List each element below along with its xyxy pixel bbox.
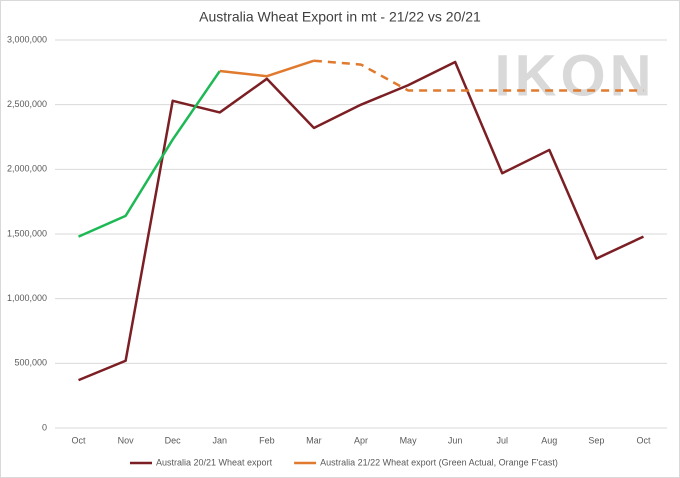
y-tick-label: 1,500,000	[7, 228, 47, 238]
x-tick-label: Nov	[118, 435, 135, 445]
x-tick-label: Feb	[259, 435, 275, 445]
y-tick-label: 2,500,000	[7, 99, 47, 109]
x-tick-label: Jan	[213, 435, 228, 445]
x-tick-label: Jun	[448, 435, 463, 445]
line-series	[78, 60, 644, 382]
line-series	[313, 59, 644, 92]
chart-title: Australia Wheat Export in mt - 21/22 vs …	[199, 9, 481, 25]
x-tick-label: Oct	[72, 435, 87, 445]
x-tick-label: Apr	[354, 435, 368, 445]
y-tick-label: 1,000,000	[7, 293, 47, 303]
watermark: IKON	[495, 43, 656, 108]
y-tick-label: 0	[42, 422, 47, 432]
x-tick-label: Jul	[496, 435, 508, 445]
y-tick-label: 2,000,000	[7, 164, 47, 174]
x-tick-label: Dec	[165, 435, 182, 445]
x-tick-label: Oct	[636, 435, 651, 445]
x-tick-label: May	[400, 435, 418, 445]
legend-label: Australia 21/22 Wheat export (Green Actu…	[320, 457, 558, 467]
x-tick-label: Sep	[588, 435, 604, 445]
x-tick-label: Aug	[541, 435, 557, 445]
y-tick-label: 500,000	[14, 358, 47, 368]
x-tick-label: Mar	[306, 435, 322, 445]
legend-label: Australia 20/21 Wheat export	[156, 457, 273, 467]
line-series	[78, 70, 221, 238]
y-tick-label: 3,000,000	[7, 34, 47, 44]
line-series	[219, 59, 315, 78]
